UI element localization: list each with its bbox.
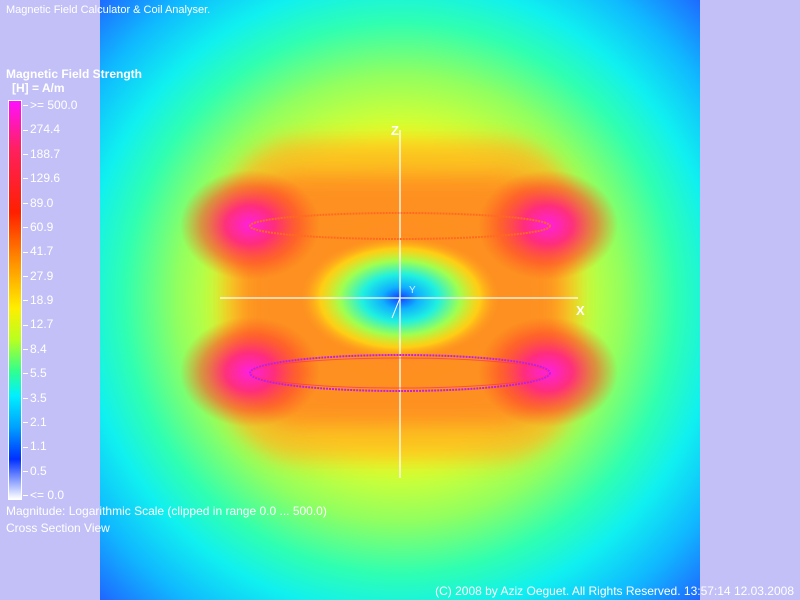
field-svg [100,0,700,600]
copyright-status: (C) 2008 by Aziz Oeguet. All Rights Rese… [435,584,794,598]
colorbar-tick-label: 3.5 [23,392,47,404]
colorbar-tick-label: 27.9 [23,270,53,282]
y-axis-label: Y [409,285,416,296]
colorbar-tick-label: 129.6 [23,172,60,184]
colorbar-tick-label: 2.1 [23,416,47,428]
coil-lower-inner [251,357,549,389]
colorbar-tick-label: 0.5 [23,465,47,477]
z-axis-label: Z [391,123,399,138]
colorbar-tick-label: <= 0.0 [23,489,64,501]
colorbar-tick-label: 60.9 [23,221,53,233]
colorbar-tick-label: 41.7 [23,245,53,257]
colorbar-tick-label: 12.7 [23,318,53,330]
legend-unit: [H] = A/m [12,81,65,95]
coil-upper [249,212,551,240]
view-note: Cross Section View [6,521,110,535]
app-title: Magnetic Field Calculator & Coil Analyse… [6,4,211,16]
colorbar-tick-label: 89.0 [23,197,53,209]
coil-lower [249,354,551,392]
colorbar [8,100,22,500]
colorbar-tick-label: 5.5 [23,367,47,379]
colorbar-ticks: >= 500.0 274.4 188.7 129.6 89.0 60.9 41.7 27.9 1… [23,99,103,501]
colorbar-tick-label: >= 500.0 [23,99,77,111]
colorbar-tick-label: 18.9 [23,294,53,306]
colorbar-tick-label: 1.1 [23,440,47,452]
scale-note: Magnitude: Logarithmic Scale (clipped in… [6,504,327,518]
colorbar-tick-label: 8.4 [23,343,47,355]
colorbar-tick-label: 188.7 [23,148,60,160]
y-axis [391,297,401,319]
x-axis-label: X [576,303,585,318]
colorbar-tick-label: 274.4 [23,123,60,135]
legend-title: Magnetic Field Strength [6,67,143,81]
field-plot[interactable] [100,0,700,600]
